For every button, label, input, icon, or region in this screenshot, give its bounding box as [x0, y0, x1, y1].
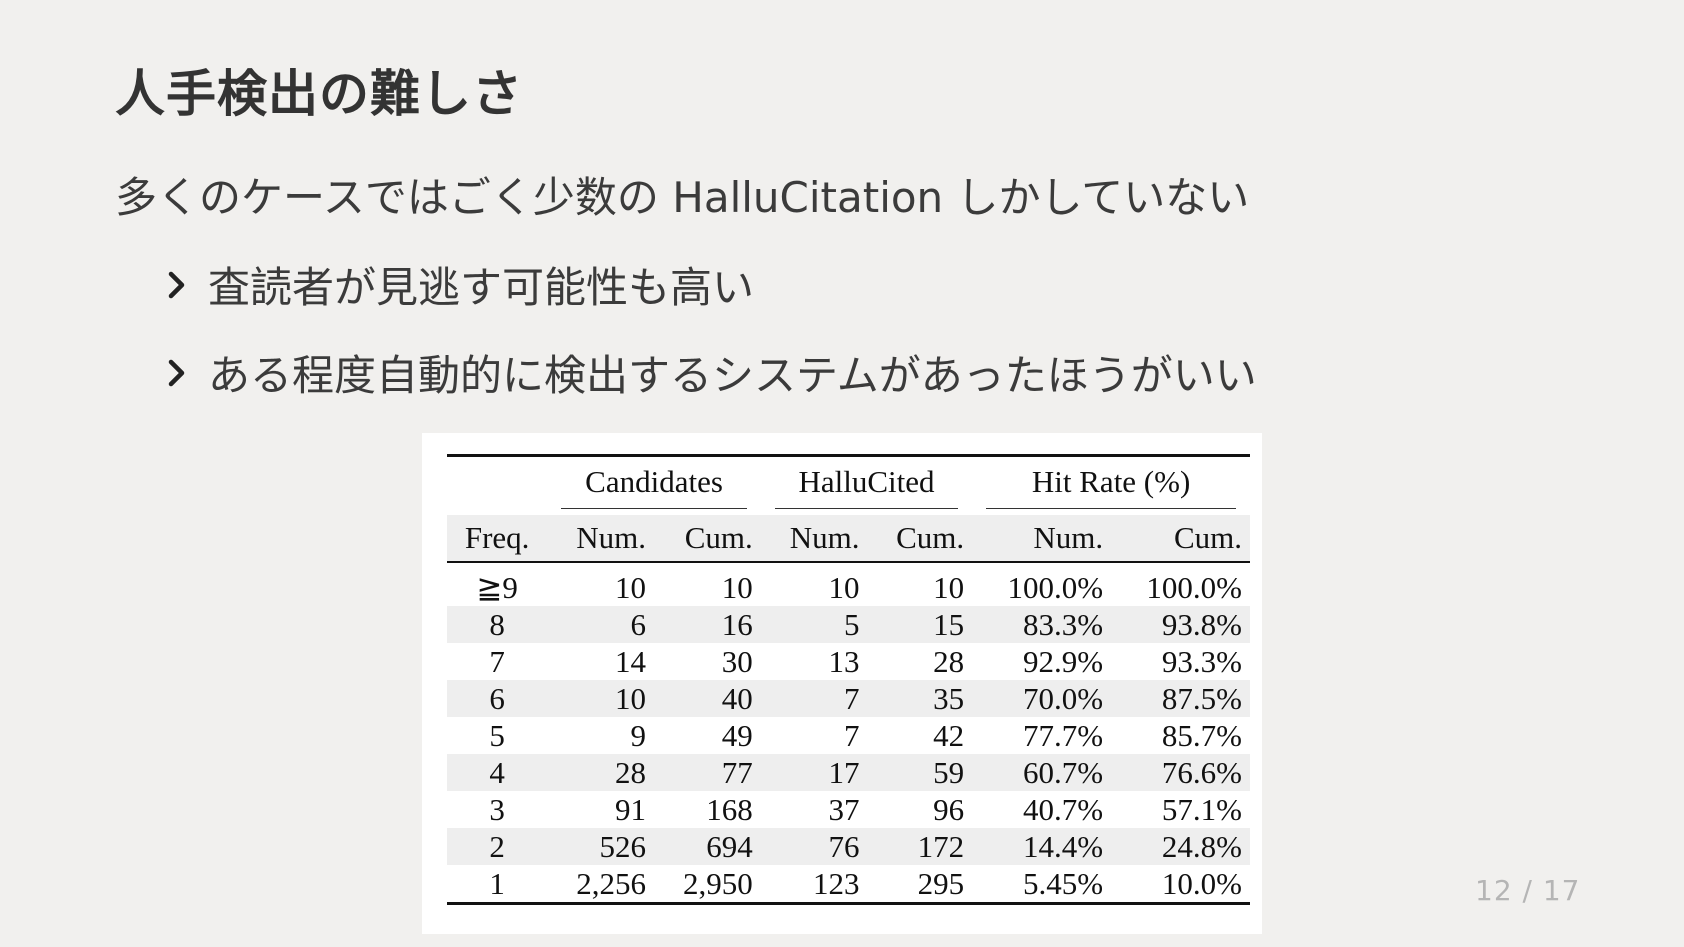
table-row: 4 28 77 17 59 60.7% 76.6%	[447, 754, 1250, 791]
table-cell: 30	[721, 643, 753, 679]
table-row: 7 14 30 13 28 92.9% 93.3%	[447, 643, 1250, 680]
table-cell: 40	[654, 680, 761, 717]
table-cell: 10	[828, 569, 860, 605]
group-header-hallucited: HalluCited	[761, 456, 972, 516]
freq-cell: 7	[489, 643, 505, 679]
results-table: Candidates HalluCited Hit Rate (%) Freq.…	[447, 454, 1250, 905]
table-cell: 5	[760, 606, 868, 643]
table-cell: 6	[547, 606, 655, 643]
chevron-right-icon	[168, 359, 185, 386]
table-cell: 96	[933, 791, 965, 827]
page-number: 12 / 17	[1475, 874, 1581, 907]
table-cell: 100.0%	[1007, 569, 1104, 605]
table-cell: 60.7%	[972, 754, 1112, 791]
table-cell: 57.1%	[1161, 791, 1242, 827]
table-cell: 77	[654, 754, 761, 791]
chevron-right-icon	[168, 271, 185, 298]
table-cell: 9	[630, 717, 647, 753]
table-cell: 10	[547, 680, 655, 717]
freq-cell: 1	[489, 865, 505, 901]
table-cell: 24.8%	[1111, 828, 1250, 865]
table-cell: 2,256	[576, 865, 647, 901]
bullet-item: ある程度自動的に検出するシステムがあったほうがいい	[160, 342, 1257, 403]
table-cell: 10.0%	[1161, 865, 1242, 901]
column-header: Num.	[972, 515, 1112, 562]
table-cell: 7	[760, 680, 868, 717]
freq-cell: 5	[489, 717, 505, 753]
table-cell: 172	[867, 828, 973, 865]
table-cell: 100.0%	[1146, 569, 1242, 605]
bullet-text: 査読者が見逃す可能性も高い	[208, 263, 755, 312]
freq-cell: 2	[447, 828, 548, 865]
table-cell: 59	[867, 754, 973, 791]
column-header: Num.	[547, 515, 655, 562]
table-cell: 77.7%	[1022, 717, 1104, 753]
table-cell: 70.0%	[972, 680, 1112, 717]
table-cell: 49	[721, 717, 753, 753]
group-header-candidates: Candidates	[547, 456, 761, 516]
lead-text: 多くのケースではごく少数の HalluCitation しかしていない	[115, 173, 1250, 222]
table-cell: 91	[615, 791, 647, 827]
group-header-hit-rate: Hit Rate (%)	[972, 456, 1250, 516]
column-header: Cum.	[654, 515, 761, 562]
table-cell: 7	[844, 717, 860, 753]
table-cell: 10	[615, 569, 647, 605]
freq-cell: 4	[447, 754, 548, 791]
freq-cell: 6	[447, 680, 548, 717]
table-cell: 93.8%	[1111, 606, 1250, 643]
table-cell: 168	[706, 791, 753, 827]
table-cell: 10	[933, 569, 965, 605]
table-cell: 42	[933, 717, 965, 753]
freq-cell: 8	[447, 606, 548, 643]
table-cell: 17	[760, 754, 868, 791]
table-cell: 76.6%	[1111, 754, 1250, 791]
table-cell: 15	[867, 606, 973, 643]
table-cell: 295	[917, 865, 965, 901]
table-cell: 694	[654, 828, 761, 865]
table-cell: 10	[721, 569, 753, 605]
table-cell: 526	[547, 828, 655, 865]
bullet-text: ある程度自動的に検出するシステムがあったほうがいい	[208, 351, 1257, 400]
table-row: 2 526 694 76 172 14.4% 24.8%	[447, 828, 1250, 865]
table-cell: 93.3%	[1161, 643, 1242, 679]
table-cell: 2,950	[683, 865, 753, 901]
table-row: 3 91 168 37 96 40.7% 57.1%	[447, 791, 1250, 828]
table-row: 1 2,256 2,950 123 295 5.45% 10.0%	[447, 865, 1250, 904]
table-cell: 28	[547, 754, 655, 791]
freq-cell: ≧9	[476, 569, 518, 605]
table-cell: 85.7%	[1161, 717, 1242, 753]
table-cell: 92.9%	[1022, 643, 1104, 679]
table-cell: 87.5%	[1111, 680, 1250, 717]
table-cell: 83.3%	[972, 606, 1112, 643]
table-cell: 5.45%	[1022, 865, 1104, 901]
table-cell: 40.7%	[1022, 791, 1104, 827]
table-cell: 14	[615, 643, 647, 679]
table-cell: 35	[867, 680, 973, 717]
freq-cell: 3	[489, 791, 505, 827]
table-cell: 13	[828, 643, 860, 679]
table-cell: 76	[760, 828, 868, 865]
results-table-image: Candidates HalluCited Hit Rate (%) Freq.…	[422, 433, 1262, 934]
column-header: Cum.	[867, 515, 973, 562]
table-cell: 14.4%	[972, 828, 1112, 865]
table-row: ≧9 10 10 10 10 100.0% 100.0%	[447, 569, 1250, 606]
column-header: Cum.	[1111, 515, 1250, 562]
table-row: 8 6 16 5 15 83.3% 93.8%	[447, 606, 1250, 643]
slide-title: 人手検出の難しさ	[115, 65, 523, 123]
column-header: Num.	[760, 515, 868, 562]
table-cell: 123	[813, 865, 860, 901]
table-row: 5 9 49 7 42 77.7% 85.7%	[447, 717, 1250, 754]
bullet-item: 査読者が見逃す可能性も高い	[160, 254, 754, 315]
column-header: Freq.	[447, 515, 548, 562]
table-row: 6 10 40 7 35 70.0% 87.5%	[447, 680, 1250, 717]
table-cell: 16	[654, 606, 761, 643]
table-cell: 37	[828, 791, 860, 827]
table-cell: 28	[933, 643, 965, 679]
